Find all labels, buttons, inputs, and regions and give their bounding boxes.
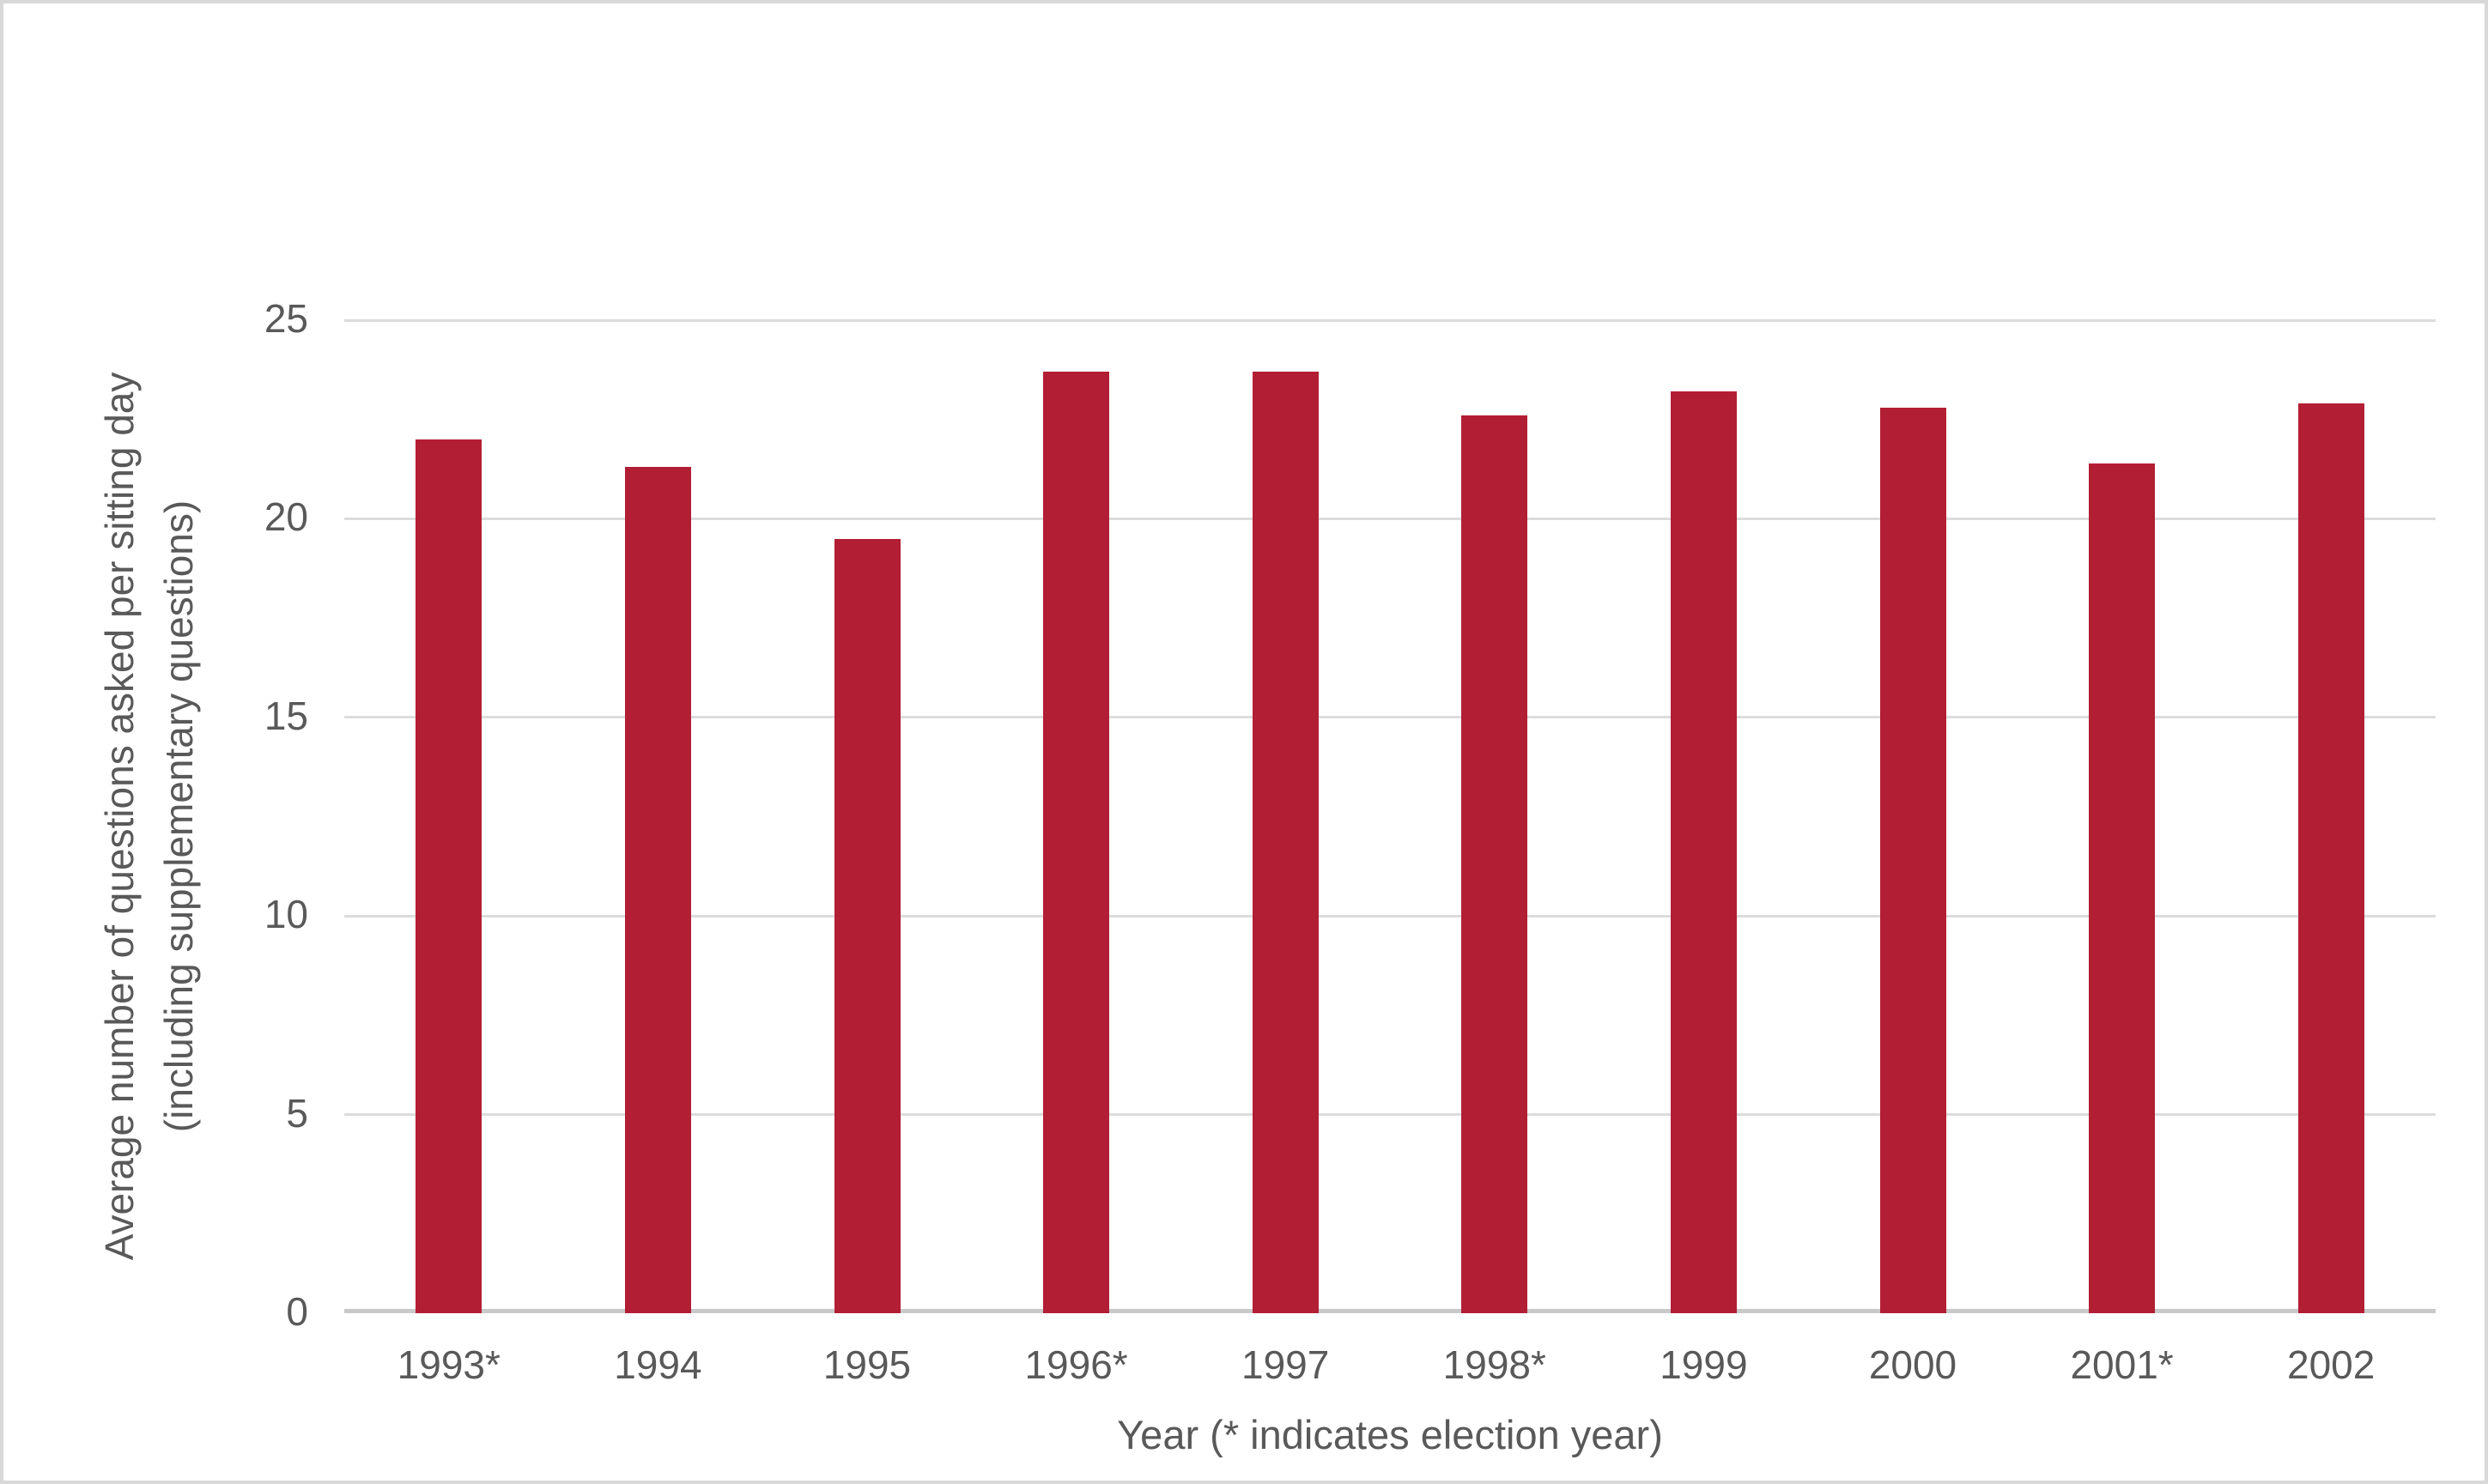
x-tick-label: 1997 (1241, 1342, 1330, 1387)
gridline (344, 716, 2436, 719)
y-tick-label: 5 (286, 1090, 308, 1136)
y-tick-label: 10 (264, 892, 308, 937)
gridline (344, 1113, 2436, 1117)
x-tick-label: 1995 (822, 1342, 912, 1387)
y-tick-label: 20 (264, 494, 308, 540)
x-tick-label: 1994 (614, 1342, 702, 1387)
y-axis-title-line1: Average number of questions asked per si… (97, 372, 142, 1261)
x-tick-label: 2001* (2070, 1342, 2174, 1387)
x-axis-baseline (344, 1309, 2436, 1313)
bar (1670, 391, 1737, 1313)
x-tick-label: 1996* (1024, 1342, 1128, 1387)
x-tick-label: 2002 (2287, 1342, 2376, 1387)
bar (1879, 407, 1946, 1313)
gridline (344, 517, 2436, 520)
bar (834, 538, 901, 1313)
x-tick-label: 2000 (1868, 1342, 1957, 1387)
y-tick-label: 0 (286, 1289, 308, 1334)
y-tick-label: 15 (264, 693, 308, 738)
x-tick-label: 1993* (397, 1342, 501, 1387)
bar (1461, 415, 1528, 1313)
gridline (344, 318, 2436, 322)
plot-area (344, 318, 2436, 1313)
x-tick-label: 1999 (1660, 1342, 1748, 1387)
bar (1252, 372, 1319, 1313)
gridline (344, 914, 2436, 918)
bar (2297, 403, 2364, 1313)
bar (624, 467, 691, 1313)
bar (416, 439, 482, 1313)
y-tick-label: 25 (264, 296, 308, 341)
x-axis-title: Year (* indicates election year) (1117, 1412, 1663, 1457)
bar (1043, 372, 1110, 1313)
bar (2089, 463, 2156, 1313)
x-tick-label: 1998* (1442, 1342, 1546, 1387)
